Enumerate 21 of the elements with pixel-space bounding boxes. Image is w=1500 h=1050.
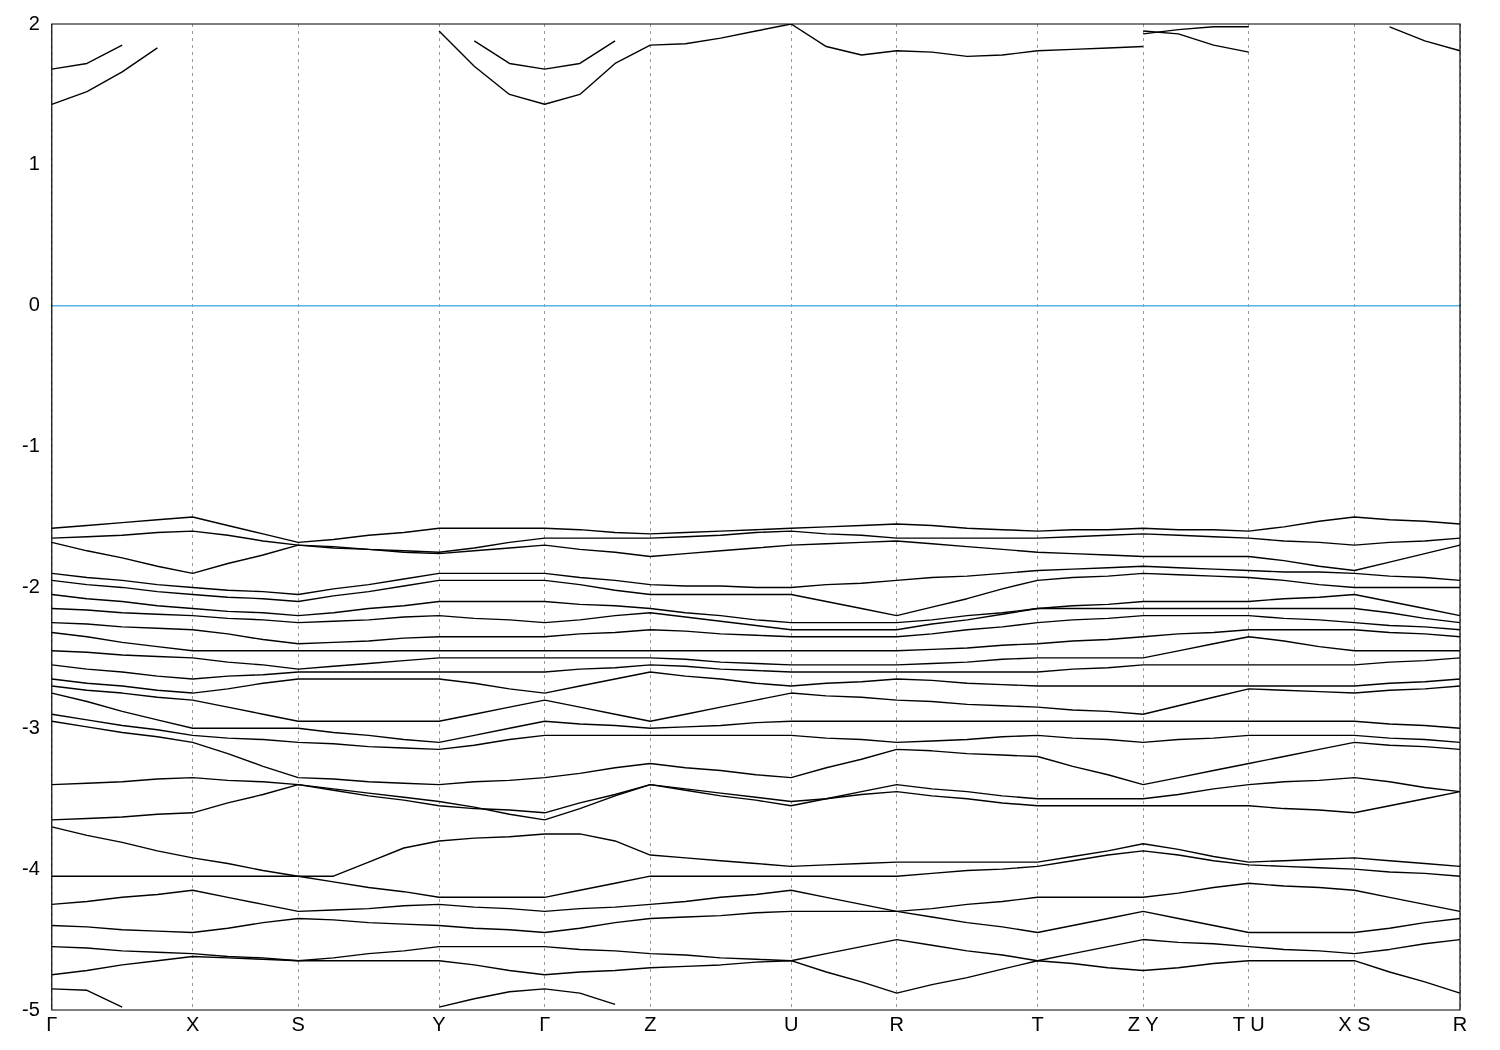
x-tick-label: Z Y <box>1127 1012 1159 1035</box>
x-tick-label: T U <box>1232 1012 1265 1035</box>
y-tick-label: -4 <box>21 856 40 879</box>
x-tick-label: Γ <box>539 1012 551 1035</box>
x-tick-label: R <box>889 1012 904 1035</box>
x-tick-label: R <box>1452 1012 1468 1035</box>
x-tick-label: U <box>783 1012 799 1035</box>
x-tick-label: T <box>1031 1012 1044 1035</box>
y-tick-label: 0 <box>28 293 40 316</box>
y-tick-label: -2 <box>21 574 40 597</box>
x-tick-label: X <box>185 1012 200 1035</box>
x-tick-label: S <box>291 1012 305 1035</box>
y-tick-label: -5 <box>21 997 40 1020</box>
x-tick-label: X S <box>1338 1012 1371 1035</box>
x-tick-label: Γ <box>46 1012 58 1035</box>
y-tick-label: -3 <box>21 715 40 738</box>
x-tick-label: Z <box>644 1012 657 1035</box>
y-tick-label: -1 <box>21 434 40 457</box>
y-tick-label: 1 <box>28 152 40 175</box>
x-tick-label: Y <box>432 1012 446 1035</box>
y-tick-label: 2 <box>28 11 40 34</box>
